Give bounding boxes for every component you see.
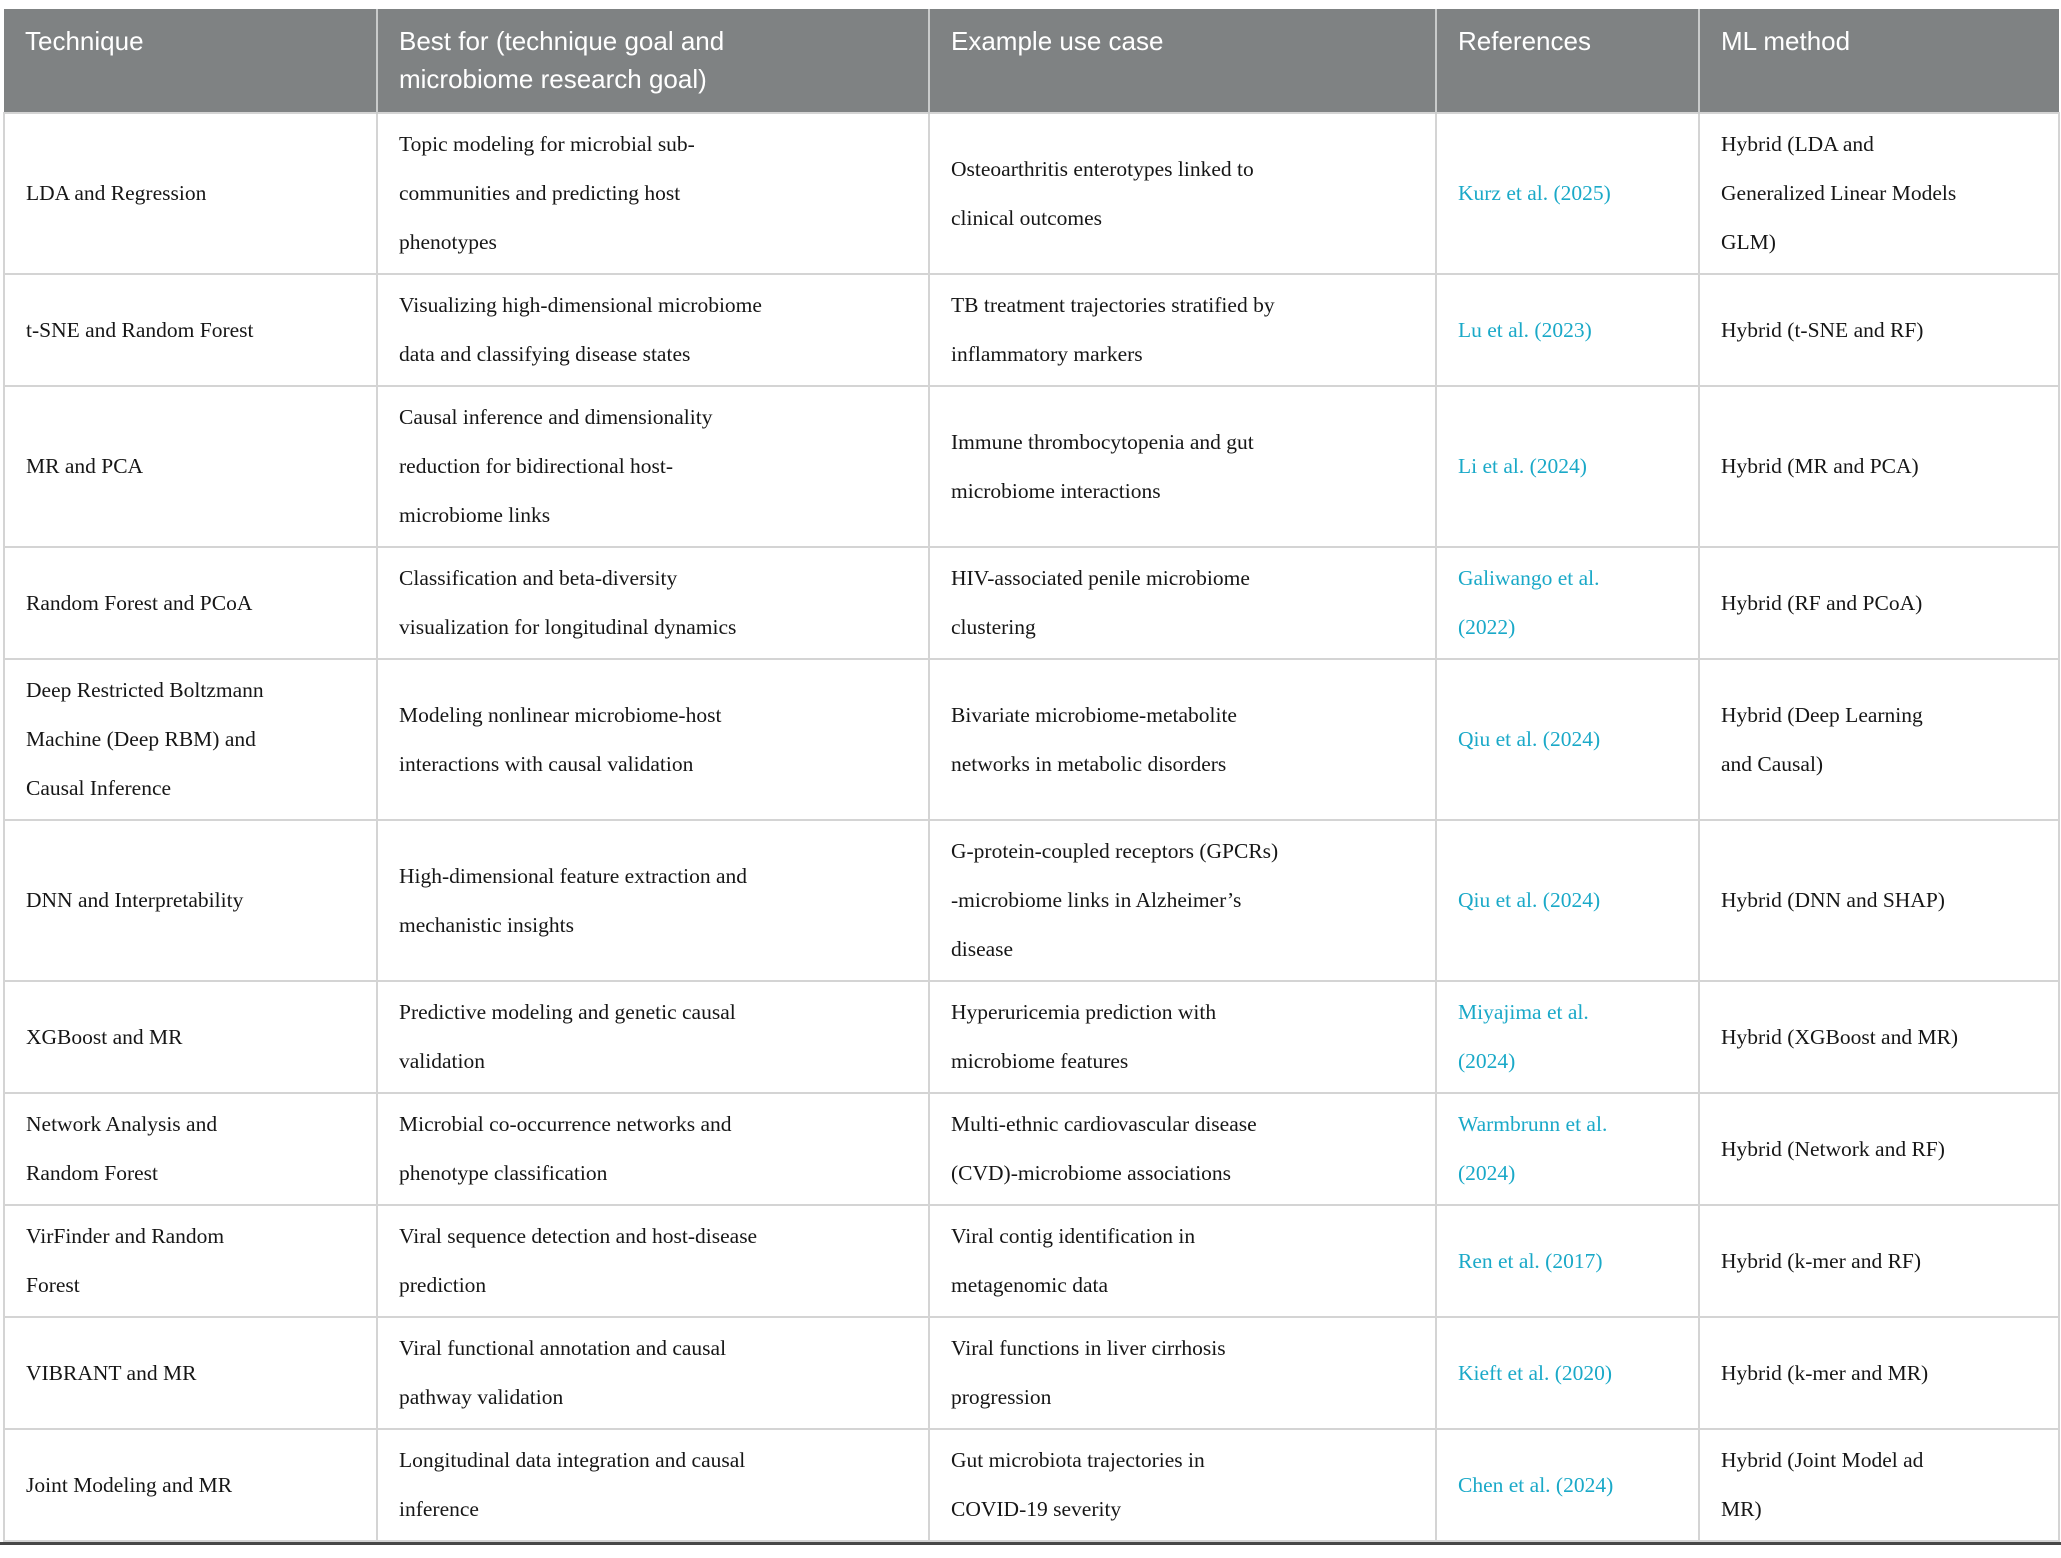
- cell-technique: Joint Modeling and MR: [3, 1428, 378, 1542]
- reference-link[interactable]: Qiu et al. (2024): [1458, 727, 1601, 751]
- reference-link[interactable]: Galiwango et al. (2022): [1458, 566, 1600, 639]
- cell-best-for: Microbial co-occurrence networks and phe…: [376, 1092, 930, 1206]
- table-row: Network Analysis and Random Forest Micro…: [3, 1092, 2060, 1206]
- table-row: XGBoost and MR Predictive modeling and g…: [3, 980, 2060, 1094]
- cell-ml-method: Hybrid (DNN and SHAP): [1698, 819, 2060, 982]
- cell-best-for: Classification and beta-diversity visual…: [376, 546, 930, 660]
- column-header-best-for: Best for (technique goal and microbiome …: [376, 9, 929, 113]
- cell-ml-method: Hybrid (MR and PCA): [1698, 385, 2060, 548]
- cell-example: Bivariate microbiome-metabolite networks…: [928, 658, 1437, 821]
- cell-technique: Network Analysis and Random Forest: [3, 1092, 378, 1206]
- column-header-references: References: [1435, 9, 1699, 113]
- reference-link[interactable]: Kieft et al. (2020): [1458, 1360, 1613, 1385]
- cell-technique: t-SNE and Random Forest: [3, 273, 378, 387]
- cell-technique: MR and PCA: [3, 385, 378, 548]
- cell-example: Gut microbiota trajectories in COVID-19 …: [928, 1428, 1437, 1542]
- cell-ml-method: Hybrid (LDA and Generalized Linear Model…: [1698, 112, 2060, 275]
- cell-ml-method: Hybrid (Network and RF): [1698, 1092, 2060, 1206]
- cell-example: Viral contig identification in metagenom…: [928, 1204, 1437, 1318]
- cell-reference: Li et al. (2024): [1435, 385, 1700, 548]
- cell-reference: Chen et al. (2024): [1435, 1428, 1700, 1542]
- cell-reference: Miyajima et al. (2024): [1435, 980, 1700, 1094]
- techniques-table-wrap: Technique Best for (technique goal and m…: [0, 9, 2061, 1545]
- table-row: t-SNE and Random Forest Visualizing high…: [3, 273, 2060, 387]
- table-row: VirFinder and Random Forest Viral sequen…: [3, 1204, 2060, 1318]
- ml-techniques-table: Technique Best for (technique goal and m…: [3, 9, 2060, 1542]
- cell-best-for: Topic modeling for microbial sub- commun…: [376, 112, 930, 275]
- cell-example: Immune thrombocytopenia and gut microbio…: [928, 385, 1437, 548]
- table-row: DNN and Interpretability High-dimensiona…: [3, 819, 2060, 982]
- cell-ml-method: Hybrid (k-mer and RF): [1698, 1204, 2060, 1318]
- cell-technique: LDA and Regression: [3, 112, 378, 275]
- cell-reference: Qiu et al. (2024): [1435, 658, 1700, 821]
- reference-link[interactable]: Lu et al. (2023): [1458, 317, 1592, 342]
- cell-technique: DNN and Interpretability: [3, 819, 378, 982]
- cell-best-for: Predictive modeling and genetic causal v…: [376, 980, 930, 1094]
- cell-technique: VIBRANT and MR: [3, 1316, 378, 1430]
- table-row: VIBRANT and MR Viral functional annotati…: [3, 1316, 2060, 1430]
- cell-best-for: Viral sequence detection and host-diseas…: [376, 1204, 930, 1318]
- cell-reference: Warmbrunn et al. (2024): [1435, 1092, 1700, 1206]
- table-row: MR and PCA Causal inference and dimensio…: [3, 385, 2060, 548]
- reference-link[interactable]: Qiu et al. (2024): [1458, 888, 1601, 912]
- cell-ml-method: Hybrid (RF and PCoA): [1698, 546, 2060, 660]
- cell-reference: Kurz et al. (2025): [1435, 112, 1700, 275]
- cell-example: HIV-associated penile microbiome cluster…: [928, 546, 1437, 660]
- cell-ml-method: Hybrid (Joint Model ad MR): [1698, 1428, 2060, 1542]
- cell-example: Multi-ethnic cardiovascular disease (CVD…: [928, 1092, 1437, 1206]
- cell-example: G-protein-coupled receptors (GPCRs) -mic…: [928, 819, 1437, 982]
- cell-example: Hyperuricemia prediction with microbiome…: [928, 980, 1437, 1094]
- table-row: LDA and Regression Topic modeling for mi…: [3, 112, 2060, 275]
- reference-link[interactable]: Warmbrunn et al. (2024): [1458, 1112, 1608, 1185]
- cell-example: Viral functions in liver cirrhosis progr…: [928, 1316, 1437, 1430]
- reference-link[interactable]: Chen et al. (2024): [1458, 1472, 1614, 1497]
- cell-reference: Kieft et al. (2020): [1435, 1316, 1700, 1430]
- cell-ml-method: Hybrid (Deep Learning and Causal): [1698, 658, 2060, 821]
- cell-best-for: Viral functional annotation and causal p…: [376, 1316, 930, 1430]
- cell-technique: VirFinder and Random Forest: [3, 1204, 378, 1318]
- cell-example: TB treatment trajectories stratified by …: [928, 273, 1437, 387]
- cell-best-for: High-dimensional feature extraction and …: [376, 819, 930, 982]
- cell-reference: Qiu et al. (2024): [1435, 819, 1700, 982]
- cell-technique: XGBoost and MR: [3, 980, 378, 1094]
- cell-technique: Random Forest and PCoA: [3, 546, 378, 660]
- cell-best-for: Causal inference and dimensionality redu…: [376, 385, 930, 548]
- table-row: Joint Modeling and MR Longitudinal data …: [3, 1428, 2060, 1542]
- reference-link[interactable]: Ren et al. (2017): [1458, 1248, 1603, 1273]
- cell-reference: Galiwango et al. (2022): [1435, 546, 1700, 660]
- cell-ml-method: Hybrid (XGBoost and MR): [1698, 980, 2060, 1094]
- table-row: Deep Restricted Boltzmann Machine (Deep …: [3, 658, 2060, 821]
- table-row: Random Forest and PCoA Classification an…: [3, 546, 2060, 660]
- reference-link[interactable]: Miyajima et al. (2024): [1458, 1000, 1589, 1073]
- cell-technique: Deep Restricted Boltzmann Machine (Deep …: [3, 658, 378, 821]
- cell-example: Osteoarthritis enterotypes linked to cli…: [928, 112, 1437, 275]
- cell-ml-method: Hybrid (t-SNE and RF): [1698, 273, 2060, 387]
- cell-ml-method: Hybrid (k-mer and MR): [1698, 1316, 2060, 1430]
- cell-best-for: Longitudinal data integration and causal…: [376, 1428, 930, 1542]
- column-header-example-use-case: Example use case: [928, 9, 1436, 113]
- reference-link[interactable]: Li et al. (2024): [1458, 454, 1587, 478]
- header-row: Technique Best for (technique goal and m…: [4, 9, 2059, 113]
- cell-best-for: Modeling nonlinear microbiome-host inter…: [376, 658, 930, 821]
- cell-reference: Lu et al. (2023): [1435, 273, 1700, 387]
- cell-best-for: Visualizing high-dimensional microbiome …: [376, 273, 930, 387]
- reference-link[interactable]: Kurz et al. (2025): [1458, 181, 1611, 205]
- column-header-technique: Technique: [4, 9, 377, 113]
- column-header-ml-method: ML method: [1698, 9, 2059, 113]
- cell-reference: Ren et al. (2017): [1435, 1204, 1700, 1318]
